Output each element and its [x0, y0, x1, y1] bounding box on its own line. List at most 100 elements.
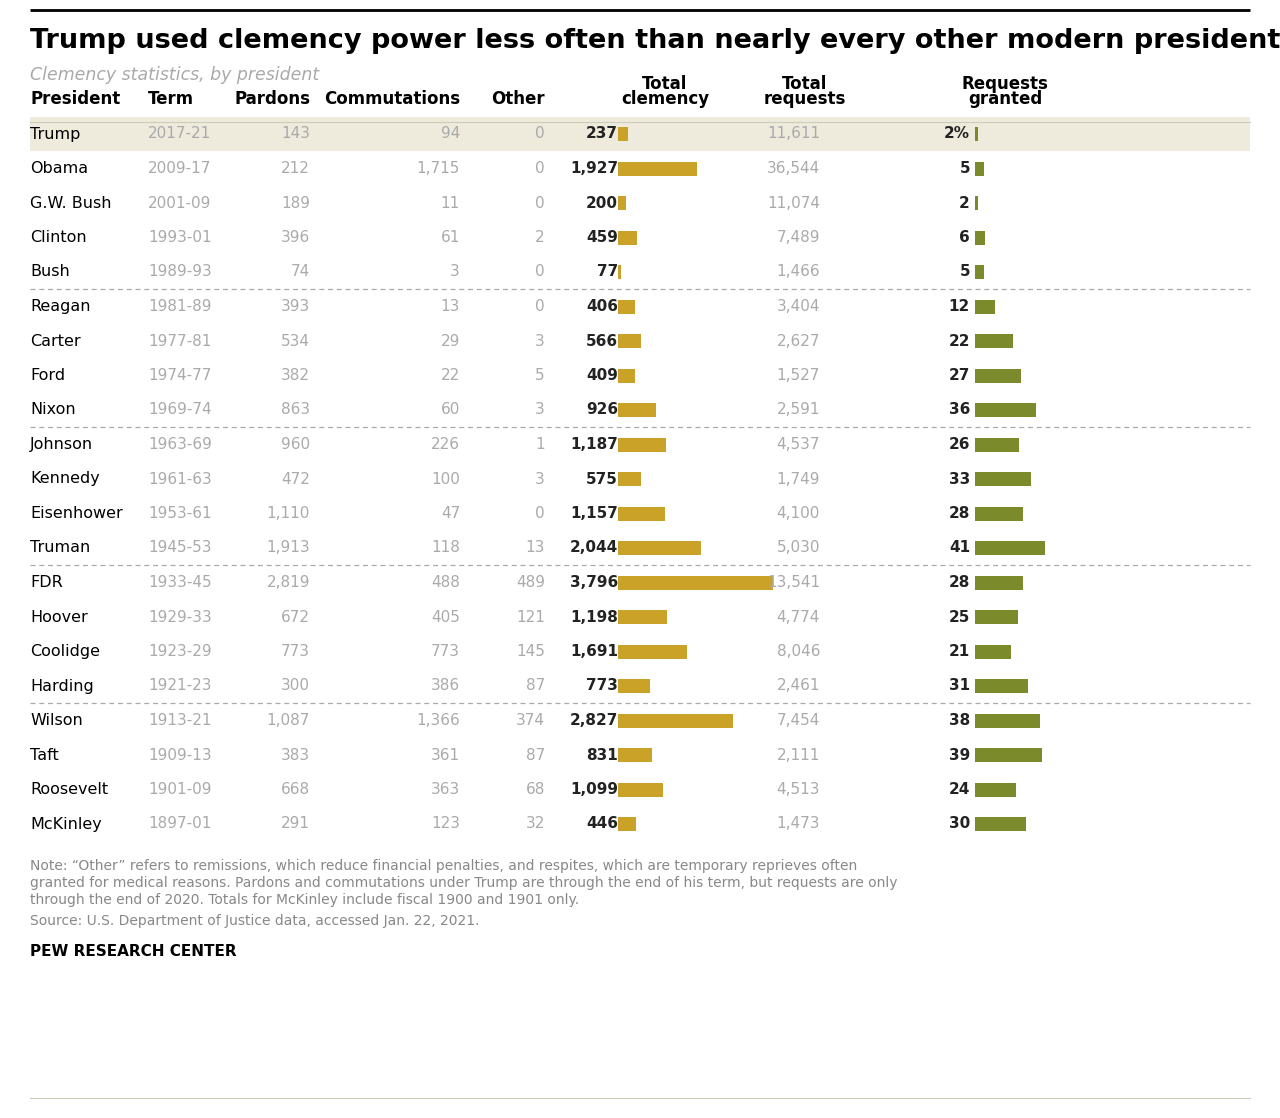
Bar [975, 610, 1018, 624]
Text: Trump: Trump [29, 126, 81, 142]
Text: 7,454: 7,454 [777, 713, 820, 728]
Text: 33: 33 [948, 472, 970, 486]
Text: 3: 3 [451, 265, 460, 280]
Text: 1: 1 [535, 437, 545, 452]
Text: McKinley: McKinley [29, 816, 101, 832]
Text: 87: 87 [526, 679, 545, 693]
Bar [975, 817, 1027, 831]
Text: 2,827: 2,827 [570, 713, 618, 728]
Text: 1,366: 1,366 [416, 713, 460, 728]
Text: 87: 87 [526, 748, 545, 762]
Bar [975, 196, 978, 210]
Bar [618, 506, 666, 521]
Text: 200: 200 [586, 196, 618, 210]
Text: Clinton: Clinton [29, 230, 87, 245]
Text: 1993-01: 1993-01 [148, 230, 211, 245]
Text: 143: 143 [282, 126, 310, 142]
Text: Reagan: Reagan [29, 299, 91, 314]
Text: 1989-93: 1989-93 [148, 265, 211, 280]
Bar [618, 713, 733, 728]
Text: 1,527: 1,527 [777, 368, 820, 383]
Text: 77: 77 [596, 265, 618, 280]
Text: 31: 31 [948, 679, 970, 693]
Text: 21: 21 [948, 644, 970, 659]
Text: 472: 472 [282, 472, 310, 486]
Bar [975, 713, 1039, 728]
Bar [618, 230, 636, 245]
Text: Term: Term [148, 91, 195, 108]
Text: 2,591: 2,591 [777, 402, 820, 417]
Text: Harding: Harding [29, 679, 93, 693]
Text: Note: “Other” refers to remissions, which reduce financial penalties, and respit: Note: “Other” refers to remissions, whic… [29, 860, 858, 873]
Bar [975, 230, 986, 245]
Text: Roosevelt: Roosevelt [29, 781, 108, 797]
Bar [618, 644, 687, 659]
Text: 863: 863 [280, 402, 310, 417]
Bar [618, 265, 621, 280]
Text: 5: 5 [960, 161, 970, 176]
Text: 672: 672 [282, 609, 310, 625]
Text: 25: 25 [948, 609, 970, 625]
Text: 39: 39 [948, 748, 970, 762]
Bar [618, 161, 696, 176]
Bar [618, 196, 626, 210]
Text: 1913-21: 1913-21 [148, 713, 211, 728]
Text: granted for medical reasons. Pardons and commutations under Trump are through th: granted for medical reasons. Pardons and… [29, 877, 897, 890]
Text: Trump used clemency power less often than nearly every other modern president: Trump used clemency power less often tha… [29, 28, 1280, 54]
Text: 13: 13 [526, 540, 545, 556]
Text: 1,198: 1,198 [570, 609, 618, 625]
Text: 22: 22 [440, 368, 460, 383]
Text: 2: 2 [959, 196, 970, 210]
Text: 1969-74: 1969-74 [148, 402, 211, 417]
Text: Kennedy: Kennedy [29, 472, 100, 486]
Text: 2%: 2% [945, 126, 970, 142]
Bar [618, 437, 667, 452]
Bar [618, 817, 636, 831]
Text: 926: 926 [586, 402, 618, 417]
Text: 406: 406 [586, 299, 618, 314]
Text: 361: 361 [431, 748, 460, 762]
Text: 3,404: 3,404 [777, 299, 820, 314]
Text: 566: 566 [586, 333, 618, 349]
Text: 47: 47 [440, 506, 460, 521]
Text: 3,796: 3,796 [570, 575, 618, 590]
Text: 12: 12 [948, 299, 970, 314]
Bar [975, 576, 1023, 589]
Bar [618, 369, 635, 382]
Text: 1945-53: 1945-53 [148, 540, 211, 556]
Bar [975, 783, 1016, 796]
Text: Source: U.S. Department of Justice data, accessed Jan. 22, 2021.: Source: U.S. Department of Justice data,… [29, 915, 480, 928]
Text: 1,927: 1,927 [570, 161, 618, 176]
Text: 386: 386 [431, 679, 460, 693]
Text: Ford: Ford [29, 368, 65, 383]
Text: Hoover: Hoover [29, 609, 88, 625]
Bar [975, 265, 983, 280]
Text: 118: 118 [431, 540, 460, 556]
Text: 1981-89: 1981-89 [148, 299, 211, 314]
Bar [975, 679, 1028, 693]
Bar [618, 127, 627, 141]
Text: 534: 534 [282, 333, 310, 349]
Text: 13: 13 [440, 299, 460, 314]
Text: 2001-09: 2001-09 [148, 196, 211, 210]
Text: 121: 121 [516, 609, 545, 625]
Bar [618, 610, 667, 624]
Text: 291: 291 [282, 816, 310, 832]
Text: 773: 773 [431, 644, 460, 659]
Bar [975, 334, 1012, 348]
Bar [975, 127, 978, 141]
Text: 2017-21: 2017-21 [148, 126, 211, 142]
Text: Carter: Carter [29, 333, 81, 349]
Text: 26: 26 [948, 437, 970, 452]
Text: 0: 0 [535, 265, 545, 280]
Text: 1923-29: 1923-29 [148, 644, 211, 659]
Text: Clemency statistics, by president: Clemency statistics, by president [29, 66, 319, 84]
Text: Pardons: Pardons [234, 91, 310, 108]
Text: 1,087: 1,087 [266, 713, 310, 728]
Text: 459: 459 [586, 230, 618, 245]
Bar [618, 783, 663, 796]
Text: Requests: Requests [961, 75, 1048, 93]
Text: 1,691: 1,691 [570, 644, 618, 659]
Text: 1977-81: 1977-81 [148, 333, 211, 349]
Bar [618, 402, 655, 417]
